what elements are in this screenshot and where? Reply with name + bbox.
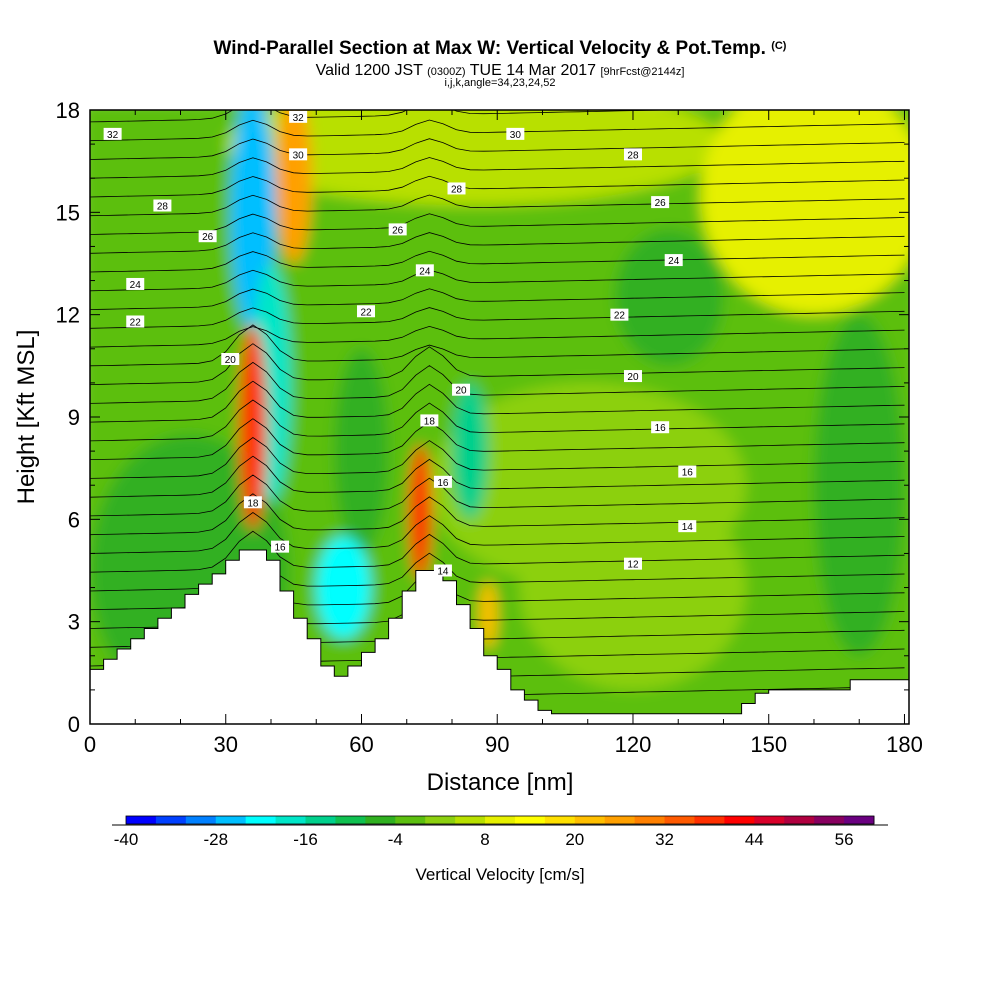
colorbar-swatch [156,816,186,824]
colorbar-swatch [335,816,365,824]
isentrope-label: 14 [437,567,449,578]
isentrope-label: 30 [293,150,305,161]
colorbar-tick-label: 32 [655,830,674,849]
colorbar-swatch [694,816,724,824]
isentrope-label: 22 [360,307,372,318]
colorbar-swatch [126,816,156,824]
isentrope-label: 26 [202,232,214,243]
field-patch [409,444,432,580]
x-tick-label: 150 [750,732,787,757]
isentrope-label: 32 [107,130,119,141]
isentrope-label: 26 [392,225,404,236]
colorbar-swatch [814,816,844,824]
x-tick-label: 60 [349,732,373,757]
colorbar-label: Vertical Velocity [cm/s] [415,865,584,884]
isentrope-label: 16 [655,423,667,434]
colorbar-swatch [724,816,754,824]
colorbar-tick-label: 56 [835,830,854,849]
colorbar-swatch [844,816,874,824]
colorbar-swatch [306,816,336,824]
colorbar-swatch [365,816,395,824]
y-tick-label: 18 [56,98,80,123]
y-tick-label: 0 [68,712,80,737]
colorbar-swatch [575,816,605,824]
isentrope-label: 26 [655,198,667,209]
isentrope-label: 16 [274,543,286,554]
field-patch [814,315,904,656]
y-tick-label: 3 [68,610,80,635]
colorbar: -40 -28 -16 -4 8 20 32 44 56 [112,816,888,849]
isentrope-label: 30 [510,130,522,141]
colorbar-tick-label: 44 [745,830,764,849]
isentrope-label: 28 [157,202,169,213]
isentrope-label: 18 [247,498,259,509]
x-tick-label: 90 [485,732,509,757]
colorbar-tick-label: -16 [293,830,318,849]
isentrope-label: 16 [682,468,694,479]
isentrope-label: 24 [419,266,431,277]
colorbar-swatch [246,816,276,824]
x-tick-label: 120 [615,732,652,757]
isentrope-label: 22 [614,311,626,322]
colorbar-swatch [395,816,425,824]
x-tick-label: 30 [214,732,238,757]
isentrope-label: 18 [424,416,436,427]
isentrope-label: 14 [682,522,694,533]
colorbar-swatch [276,816,306,824]
colorbar-swatch [635,816,665,824]
isentrope-label: 24 [130,280,142,291]
y-tick-label: 12 [56,303,80,328]
colorbar-swatch [665,816,695,824]
y-tick-label: 6 [68,507,80,532]
isentrope-label: 32 [293,113,305,124]
colorbar-tick-label: -40 [114,830,139,849]
colorbar-tick-label: -28 [203,830,228,849]
isentrope-label: 22 [130,317,142,328]
isentrope-label: 12 [627,560,639,571]
x-axis-label: Distance [nm] [427,769,574,796]
field-patch [520,485,746,690]
colorbar-swatch [186,816,216,824]
colorbar-tick-label: 8 [480,830,489,849]
x-tick-label: 180 [886,732,923,757]
isentrope-label: 16 [437,478,449,489]
colorbar-swatch [754,816,784,824]
colorbar-swatch [545,816,575,824]
x-tick-label: 0 [84,732,96,757]
colorbar-swatch [455,816,485,824]
colorbar-swatch [515,816,545,824]
isentrope-label: 28 [627,150,639,161]
isentrope-label: 28 [451,184,463,195]
isentrope-label: 24 [668,256,680,267]
colorbar-swatch [425,816,455,824]
colorbar-swatch [216,816,246,824]
colorbar-tick-label: 20 [565,830,584,849]
y-axis-label: Height [Kft MSL] [13,330,40,505]
isentrope-label: 20 [455,386,467,397]
colorbar-swatch [485,816,515,824]
colorbar-swatch [784,816,814,824]
colorbar-swatch [605,816,635,824]
cross-section-chart: 323230302828282626262424242222 2220202018… [0,0,1000,1000]
colorbar-tick-label: -4 [388,830,403,849]
isentrope-label: 20 [627,372,639,383]
y-tick-label: 9 [68,405,80,430]
y-tick-label: 15 [56,200,80,225]
isentrope-label: 20 [225,355,237,366]
